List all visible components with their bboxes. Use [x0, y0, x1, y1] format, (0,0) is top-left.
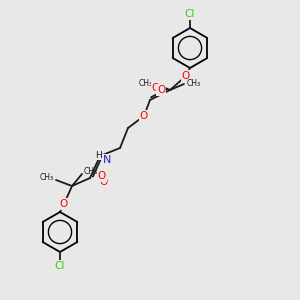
Text: N: N — [103, 155, 111, 165]
Text: O: O — [140, 111, 148, 121]
Text: H: H — [94, 151, 101, 160]
Text: CH₃: CH₃ — [139, 79, 153, 88]
Text: O: O — [182, 71, 190, 81]
Text: CH₃: CH₃ — [40, 173, 54, 182]
Text: O: O — [98, 171, 106, 181]
Text: O: O — [152, 83, 160, 93]
Text: CH₃: CH₃ — [84, 167, 98, 176]
Text: O: O — [60, 199, 68, 209]
Text: O: O — [157, 85, 165, 95]
Text: CH₃: CH₃ — [187, 79, 201, 88]
Text: O: O — [100, 177, 108, 187]
Text: Cl: Cl — [55, 261, 65, 271]
Text: Cl: Cl — [185, 9, 195, 19]
